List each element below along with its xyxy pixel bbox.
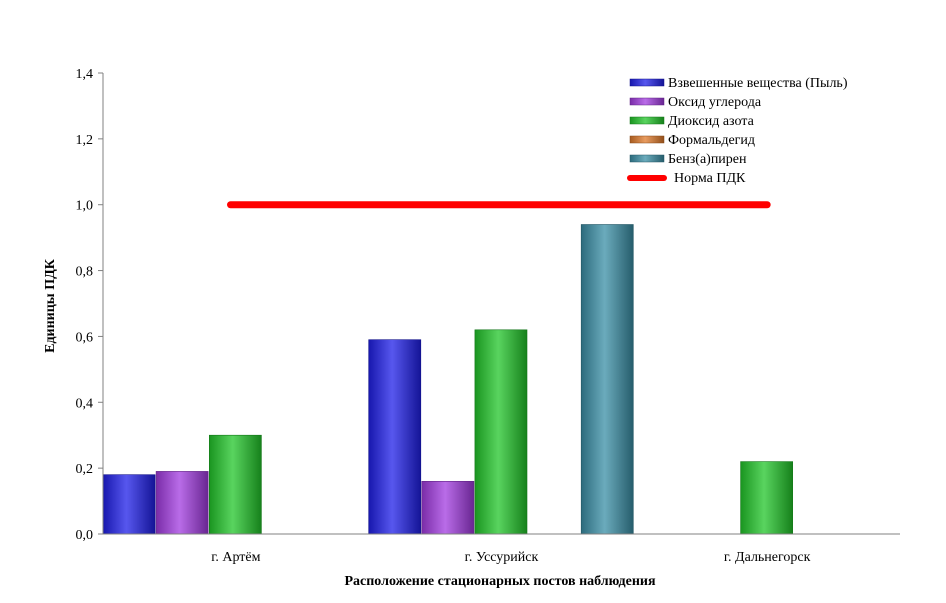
x-axis-title: Расположение стационарных постов наблюде… — [344, 574, 656, 589]
y-tick-label: 1,4 — [76, 67, 94, 82]
legend-label: Формальдегид — [668, 133, 755, 148]
bar — [102, 474, 156, 535]
bar — [209, 434, 262, 535]
legend-label: Бенз(а)пирен — [668, 152, 747, 167]
legend-label: Диоксид азота — [668, 114, 755, 129]
bar — [368, 339, 422, 535]
x-tick-label: г. Дальнегорск — [724, 550, 811, 565]
y-tick-label: 1,0 — [76, 199, 94, 214]
legend-label: Норма ПДК — [674, 171, 746, 186]
bar — [421, 480, 475, 535]
legend: Взвешенные вещества (Пыль) Оксид углерода… — [627, 76, 848, 186]
bar — [155, 471, 209, 535]
axes-layer: 0,0 0,2 0,4 0,6 0,8 1,0 1,2 1,4 г. Артём г. Уссур… — [76, 67, 900, 565]
y-tick-label: 0,0 — [76, 528, 94, 543]
legend-swatch — [629, 116, 665, 125]
y-tick-label: 0,6 — [76, 330, 94, 345]
x-tick-label: г. Артём — [211, 550, 260, 565]
y-tick-label: 1,2 — [76, 133, 94, 148]
legend-label: Оксид углерода — [668, 95, 762, 110]
legend-swatch — [629, 135, 665, 144]
y-tick-label: 0,4 — [76, 396, 94, 411]
y-axis-title: Единицы ПДК — [43, 258, 58, 353]
legend-label: Взвешенные вещества (Пыль) — [668, 76, 848, 91]
bar — [474, 329, 528, 535]
bar — [740, 461, 793, 535]
legend-swatch — [629, 78, 665, 87]
legend-swatch — [629, 97, 665, 106]
bars-layer — [102, 224, 793, 535]
legend-swatch — [629, 154, 665, 163]
y-tick-label: 0,2 — [76, 462, 94, 477]
bar — [580, 224, 634, 535]
y-tick-label: 0,8 — [76, 265, 94, 280]
x-tick-label: г. Уссурийск — [465, 550, 539, 565]
